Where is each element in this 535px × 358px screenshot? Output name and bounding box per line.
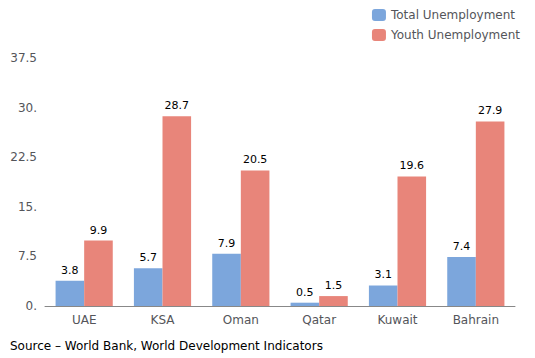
svg-text:7.4: 7.4: [453, 240, 471, 253]
svg-text:9.9: 9.9: [90, 224, 108, 237]
svg-text:KSA: KSA: [151, 313, 176, 327]
svg-text:20.5: 20.5: [243, 153, 268, 166]
svg-text:28.7: 28.7: [165, 99, 190, 112]
svg-text:15.: 15.: [18, 200, 37, 214]
svg-text:3.1: 3.1: [374, 268, 392, 281]
svg-text:30.: 30.: [18, 101, 37, 115]
svg-text:0.: 0.: [26, 299, 37, 313]
svg-text:19.6: 19.6: [400, 159, 425, 172]
svg-text:Qatar: Qatar: [302, 313, 336, 327]
svg-text:3.8: 3.8: [61, 264, 79, 277]
svg-text:37.5: 37.5: [10, 51, 37, 65]
svg-text:1.5: 1.5: [325, 279, 343, 292]
svg-text:22.5: 22.5: [10, 150, 37, 164]
svg-text:Bahrain: Bahrain: [453, 313, 499, 327]
svg-text:UAE: UAE: [72, 313, 97, 327]
svg-text:7.5: 7.5: [18, 249, 37, 263]
svg-text:Oman: Oman: [223, 313, 259, 327]
svg-text:Youth Unemployment: Youth Unemployment: [390, 28, 520, 42]
svg-text:27.9: 27.9: [478, 104, 503, 117]
svg-text:Kuwait: Kuwait: [377, 313, 417, 327]
svg-text:Total Unemployment: Total Unemployment: [390, 8, 515, 22]
svg-text:5.7: 5.7: [139, 251, 157, 264]
svg-text:7.9: 7.9: [218, 237, 236, 250]
svg-text:Source – World Bank, World Dev: Source – World Bank, World Development I…: [10, 339, 323, 353]
svg-text:0.5: 0.5: [296, 286, 314, 299]
